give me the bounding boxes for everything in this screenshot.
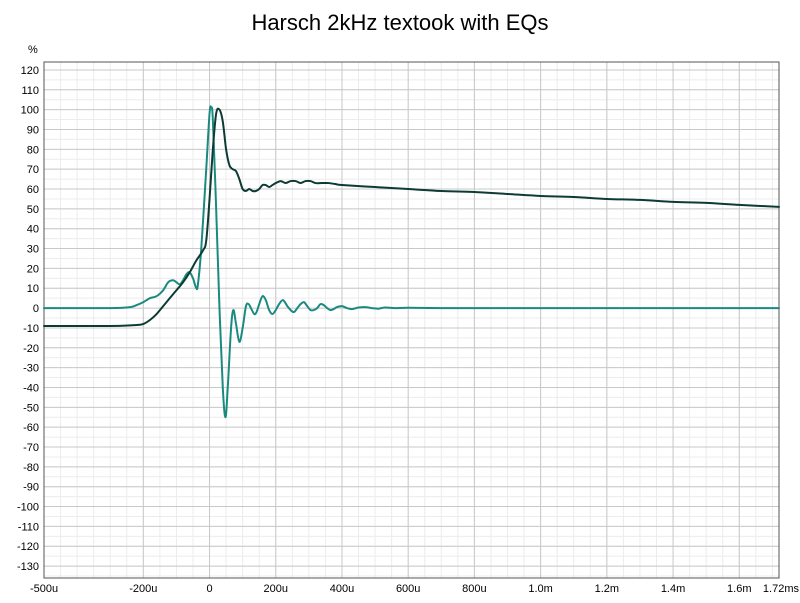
x-tick-label: 600u: [396, 583, 420, 595]
series-group: [43, 105, 780, 419]
y-tick-label: -90: [23, 482, 39, 494]
y-tick-label: -50: [23, 402, 39, 414]
x-tick-label: -500u: [30, 583, 58, 595]
x-tick-label: 1.2m: [595, 583, 619, 595]
y-tick-label: -60: [23, 422, 39, 434]
y-axis-ticks: 1201101009080706050403020100-10-20-30-40…: [17, 65, 39, 573]
grid: [43, 62, 780, 578]
y-tick-label: -130: [17, 561, 39, 573]
y-tick-label: -100: [17, 502, 39, 514]
x-tick-label: 0: [206, 583, 212, 595]
y-tick-label: 30: [27, 244, 39, 256]
y-tick-label: 90: [27, 124, 39, 136]
x-tick-label: 1.0m: [528, 583, 552, 595]
y-tick-label: -70: [23, 442, 39, 454]
y-tick-label: -20: [23, 343, 39, 355]
x-tick-label: 400u: [330, 583, 354, 595]
y-tick-label: -10: [23, 323, 39, 335]
y-tick-label: 50: [27, 204, 39, 216]
x-tick-label: 200u: [264, 583, 288, 595]
y-tick-label: -80: [23, 462, 39, 474]
y-tick-label: 40: [27, 224, 39, 236]
x-tick-label: 800u: [462, 583, 486, 595]
y-tick-label: -40: [23, 382, 39, 394]
y-tick-label: 120: [21, 65, 39, 77]
y-tick-label: 100: [21, 105, 39, 117]
series-line-1: [43, 105, 780, 419]
y-tick-label: 60: [27, 184, 39, 196]
y-tick-label: 0: [33, 303, 39, 315]
series-line-2: [43, 107, 780, 328]
chart-title: Harsch 2kHz textook with EQs: [251, 10, 548, 35]
y-tick-label: 80: [27, 144, 39, 156]
y-tick-label: -110: [18, 521, 39, 533]
y-tick-label: 70: [27, 164, 39, 176]
x-tick-label: -200u: [129, 583, 157, 595]
plot-area-frame: [43, 61, 780, 579]
x-tick-label: 1.6m: [727, 583, 751, 595]
x-tick-label: 1.72ms: [763, 583, 800, 595]
y-tick-label: 110: [21, 85, 39, 97]
y-tick-label: -30: [23, 363, 39, 375]
y-tick-label: 10: [27, 283, 39, 295]
y-tick-label: -120: [17, 541, 39, 553]
y-axis-unit-label: %: [28, 44, 38, 56]
y-tick-label: 20: [27, 263, 39, 275]
x-axis-ticks: -500u -200u 0 200u 400u 600u 800u 1.0m 1.2m 1.4m 1…: [30, 583, 799, 595]
x-tick-label: 1.4m: [661, 583, 685, 595]
